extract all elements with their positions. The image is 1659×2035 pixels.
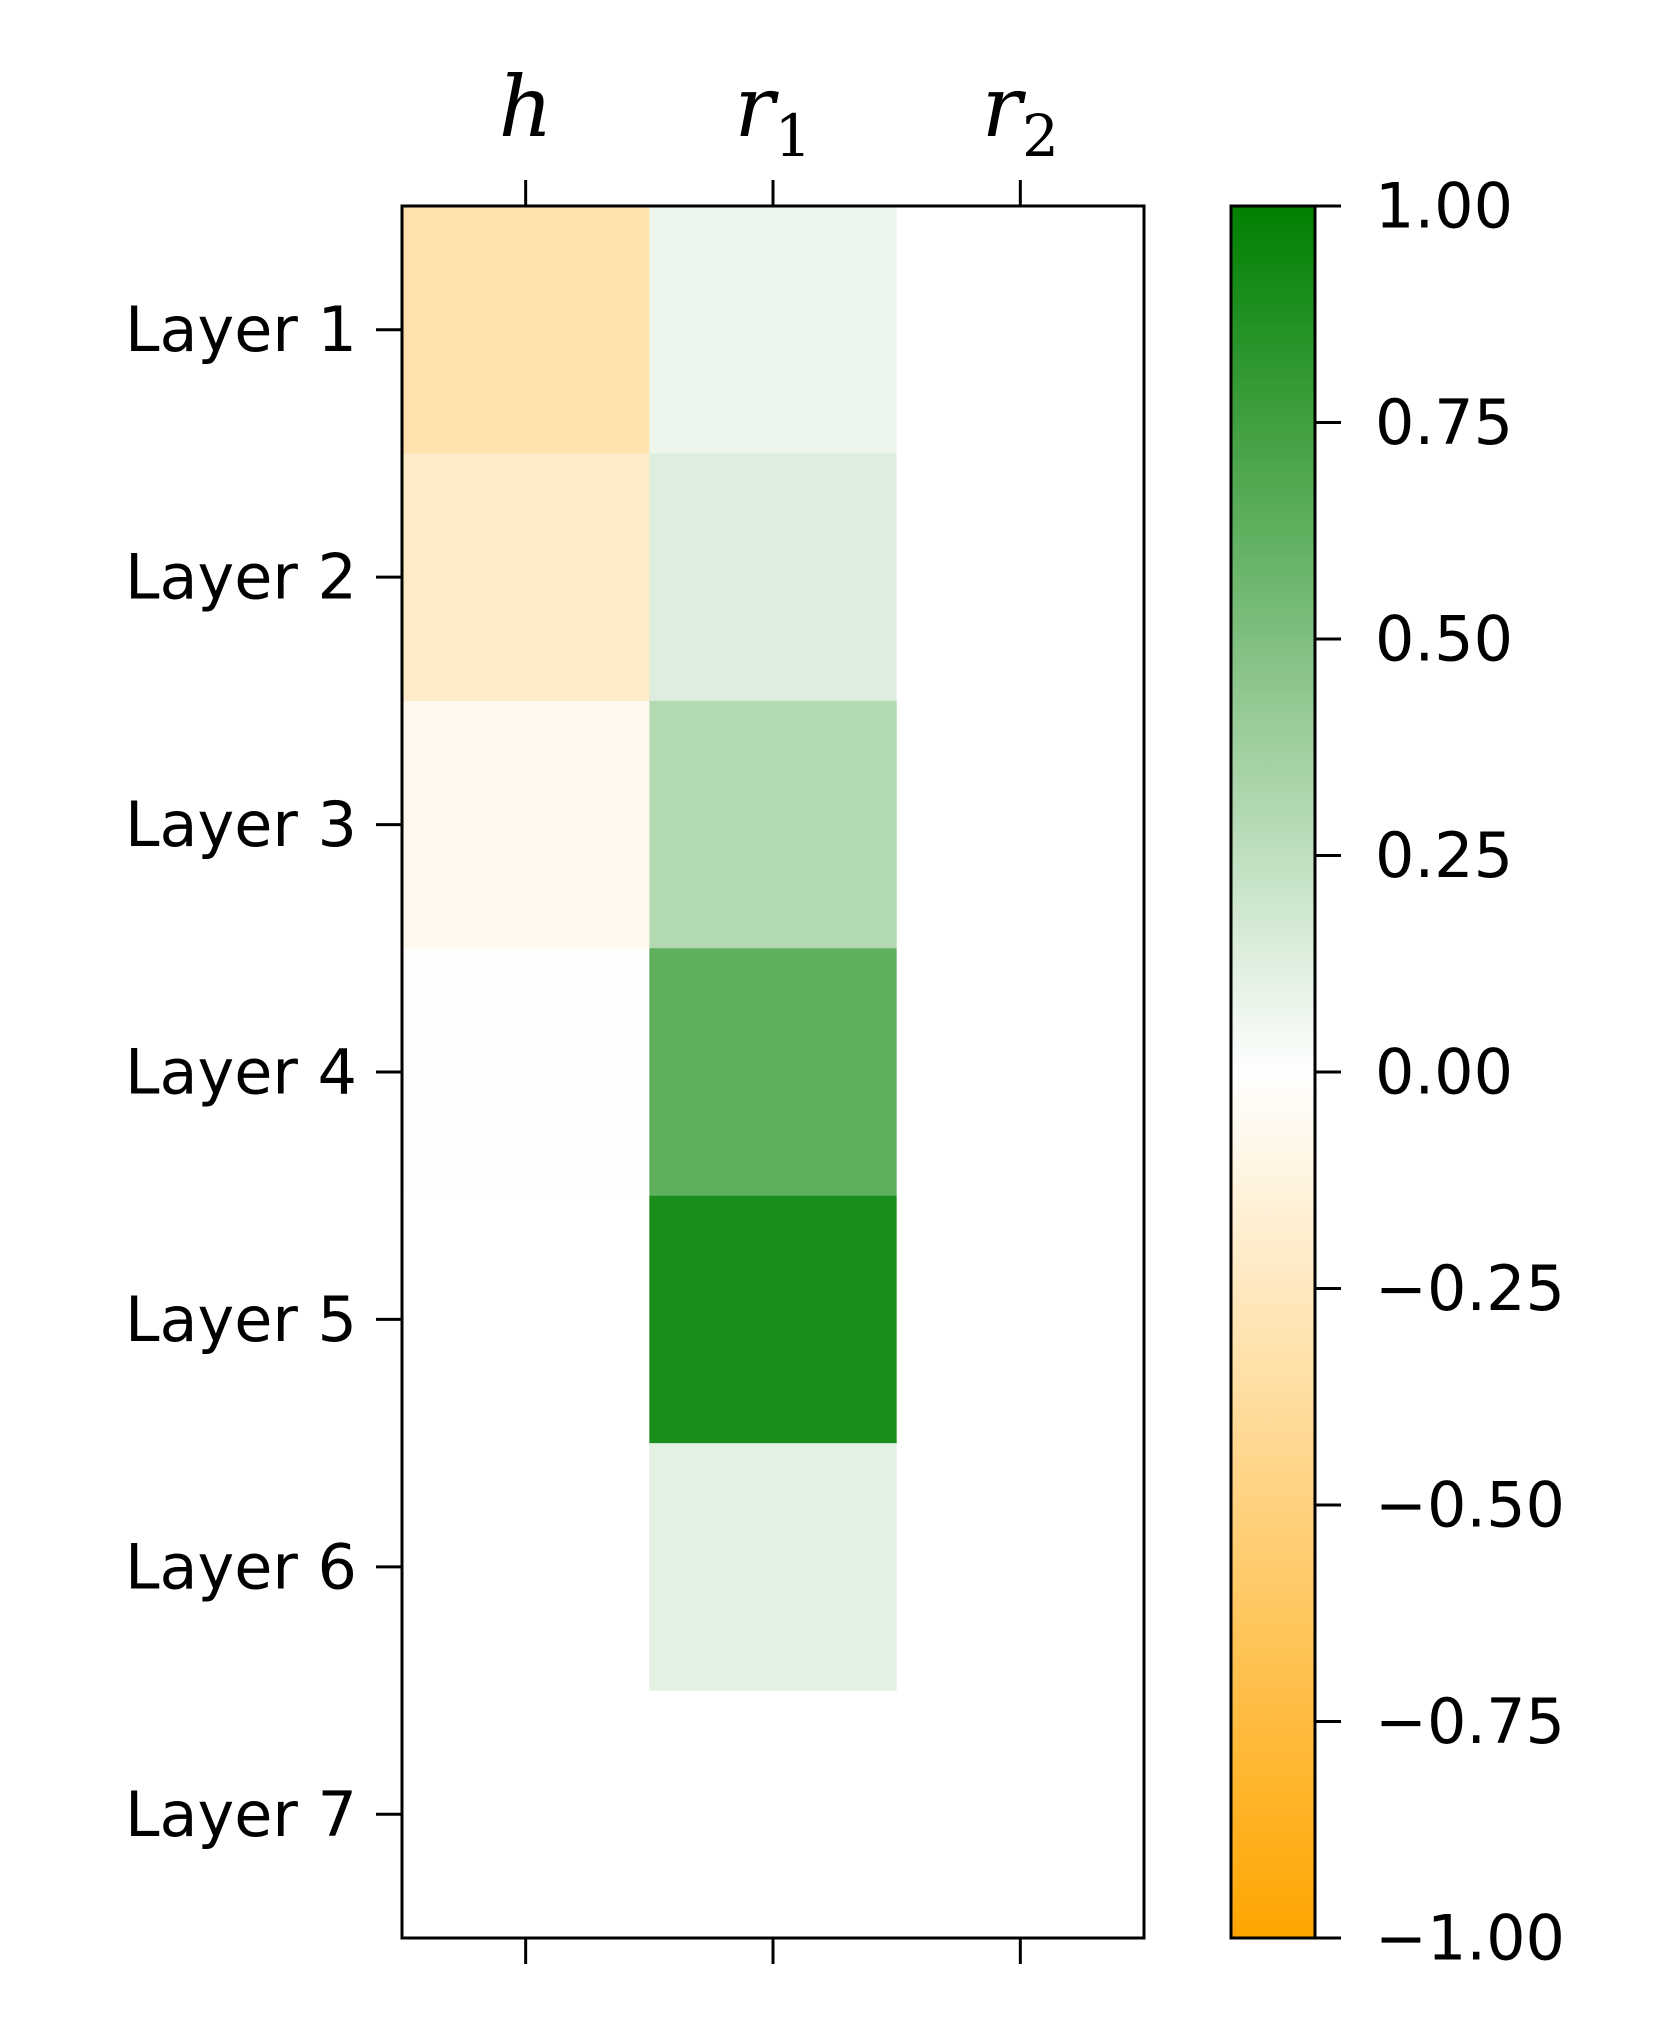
heatmap-cell [896,948,1145,1197]
colorbar-tick-label: 0.50 [1375,603,1513,676]
heatmap-cell [896,1443,1145,1692]
heatmap-cell [896,700,1145,949]
heatmap-cell [896,1195,1145,1444]
row-tick-group: Layer 1 Layer 2 Layer 3 Layer 4 Layer 5 Layer… [125,293,402,1851]
colorbar-tick-label: −1.00 [1375,1902,1565,1975]
row-tick-label: Layer 3 [125,788,357,861]
colorbar-tick-label: 1.00 [1375,170,1513,243]
heatmap-cell [896,1690,1145,1939]
heatmap-cell [649,1195,898,1444]
heatmap-cell [649,453,898,702]
heatmap-cell [402,453,650,702]
row-tick-label: Layer 5 [125,1283,357,1356]
heatmap-cells [402,206,1145,1939]
column-tick-group: h r1 r2 [499,58,1059,1964]
colorbar-tick-label: 0.25 [1375,819,1513,892]
row-tick-label: Layer 2 [125,541,357,614]
heatmap-cell [896,206,1145,454]
column-tick-label: r1 [734,58,811,170]
heatmap-cell [649,948,898,1197]
heatmap-cell [402,1195,650,1444]
colorbar-tick-group: 1.00 0.75 0.50 0.25 0.00 −0.25 −0.50 −0.75 −1.00 [1315,170,1565,1975]
heatmap-cell [649,700,898,949]
heatmap-cell [402,1690,650,1939]
heatmap-cell [402,206,650,454]
colorbar-tick-label: 0.00 [1375,1036,1513,1109]
heatmap-cell [402,948,650,1197]
row-tick-label: Layer 4 [125,1036,357,1109]
colorbar-tick-label: −0.75 [1375,1685,1565,1758]
colorbar-tick-label: −0.25 [1375,1252,1565,1325]
column-tick-label: r2 [982,58,1059,170]
heatmap-cell [402,700,650,949]
column-tick-label: h [499,58,553,156]
colorbar-tick-label: 0.75 [1375,386,1513,459]
row-tick-label: Layer 7 [125,1778,357,1851]
colorbar-tick-label: −0.50 [1375,1469,1565,1542]
heatmap-cell [649,206,898,454]
heatmap-cell [649,1690,898,1939]
colorbar-gradient [1231,206,1315,1938]
heatmap-cell [402,1443,650,1692]
row-tick-label: Layer 6 [125,1530,357,1603]
heatmap-cell [896,453,1145,702]
heatmap-cell [649,1443,898,1692]
row-tick-label: Layer 1 [125,293,357,366]
